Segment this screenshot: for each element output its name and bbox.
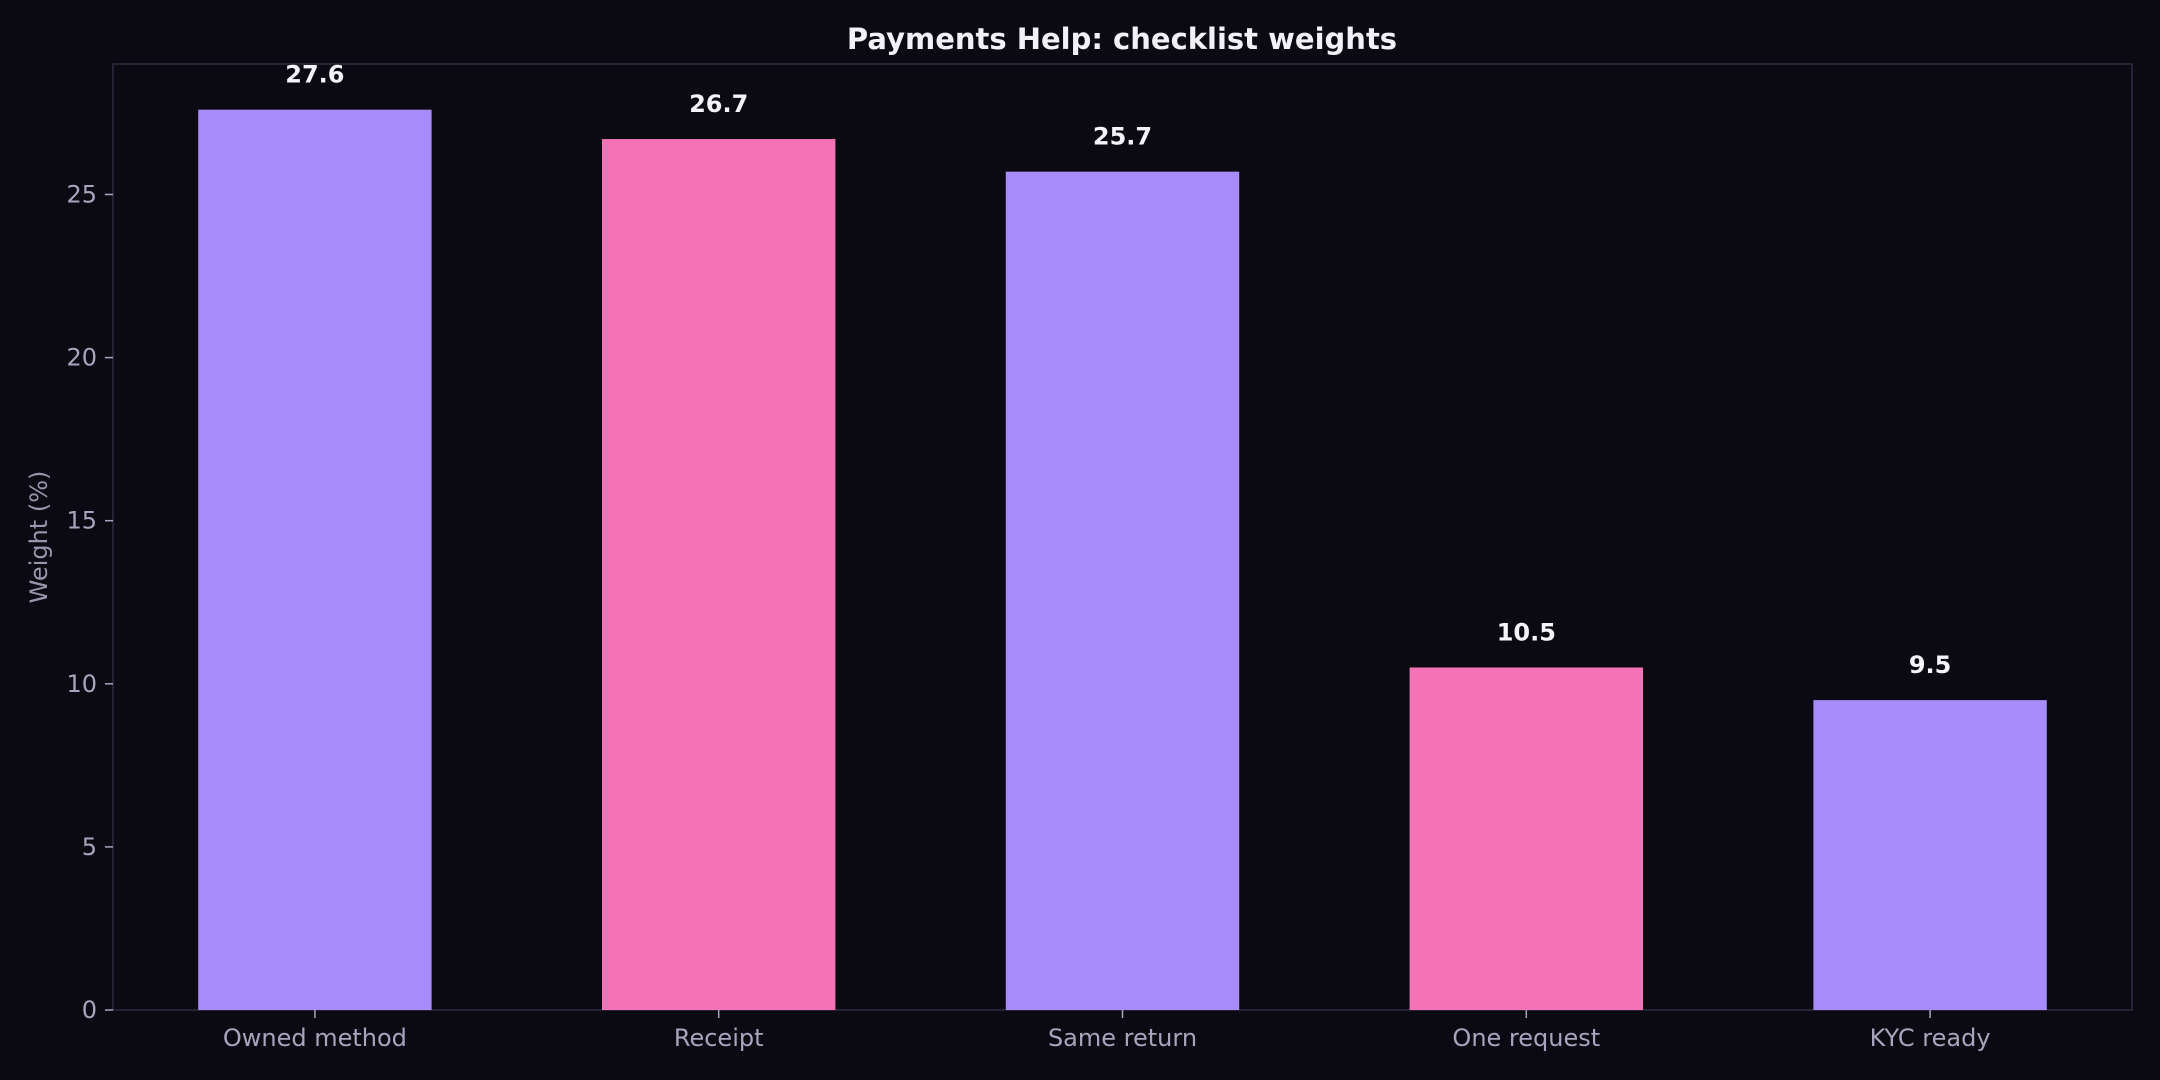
x-tick-label: KYC ready	[1870, 1024, 1991, 1052]
y-tick-label: 15	[66, 507, 97, 535]
data-label: 25.7	[1093, 123, 1152, 151]
data-label: 9.5	[1909, 651, 1952, 679]
plot-area: 0 5 10 15 20 25 27.6 Owned method 26.7 Receipt 25.…	[66, 61, 2133, 1052]
x-tick-label: Owned method	[223, 1024, 407, 1052]
bar	[1005, 171, 1240, 1011]
y-tick-label: 25	[66, 180, 97, 208]
y-tick-label: 10	[66, 670, 97, 698]
data-label: 27.6	[285, 61, 344, 89]
data-label: 26.7	[689, 90, 748, 118]
bar	[602, 139, 836, 1010]
y-axis-label: Weight (%)	[25, 471, 53, 604]
x-tick-label: One request	[1452, 1024, 1600, 1052]
y-tick-label: 20	[66, 344, 97, 372]
chart-title: Payments Help: checklist weights	[847, 22, 1397, 56]
x-tick-label: Receipt	[674, 1024, 764, 1052]
y-tick-label: 0	[82, 996, 97, 1024]
x-tick-label: Same return	[1048, 1024, 1197, 1052]
y-tick-label: 5	[82, 833, 97, 861]
data-label: 10.5	[1497, 618, 1556, 646]
bar	[198, 109, 432, 1011]
bar	[1409, 667, 1643, 1010]
bar	[1813, 700, 2047, 1010]
